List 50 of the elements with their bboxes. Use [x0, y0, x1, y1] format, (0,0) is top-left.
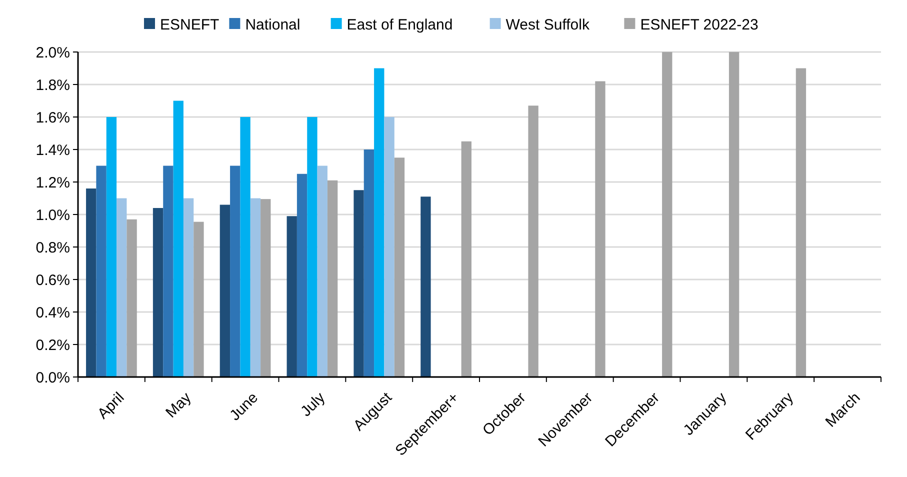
bar	[230, 166, 240, 377]
x-tick-label: May	[162, 388, 195, 422]
y-tick-label: 2.0%	[36, 44, 70, 62]
bar	[163, 166, 174, 377]
bar	[420, 196, 431, 377]
bar	[250, 198, 261, 377]
bar	[96, 166, 106, 377]
bar	[126, 219, 137, 377]
y-tick-label: 0.0%	[36, 369, 70, 386]
bar	[461, 141, 472, 377]
y-tick-label: 0.2%	[36, 336, 70, 354]
bar	[528, 106, 538, 377]
legend-label: East of England	[346, 16, 453, 34]
bar	[317, 166, 328, 377]
y-tick-label: 1.4%	[36, 142, 70, 159]
y-tick-label: 1.8%	[36, 76, 70, 94]
bar	[240, 117, 250, 377]
bar	[307, 117, 318, 377]
y-tick-label: 0.6%	[36, 272, 70, 289]
bar	[86, 188, 96, 377]
bar	[116, 198, 127, 377]
bar	[286, 216, 297, 377]
legend-label: ESNEFT 2022-23	[640, 16, 758, 34]
y-tick-label: 0.8%	[36, 239, 70, 256]
bar	[595, 81, 606, 377]
bar	[394, 158, 405, 377]
legend-label: National	[245, 16, 300, 34]
legend-label: ESNEFT	[160, 16, 220, 34]
y-tick-label: 1.2%	[36, 174, 70, 192]
y-tick-label: 1.6%	[36, 109, 70, 126]
bar	[152, 208, 164, 377]
x-tick-label: July	[298, 388, 329, 420]
bar	[354, 190, 364, 377]
legend-label: West Suffolk	[506, 16, 590, 34]
bar	[173, 100, 184, 377]
bar	[796, 68, 806, 377]
bar	[220, 204, 230, 377]
y-tick-label: 1.0%	[36, 206, 70, 224]
bar	[374, 68, 384, 377]
bar	[662, 52, 672, 377]
bar	[194, 222, 204, 377]
y-tick-label: 0.4%	[36, 304, 70, 322]
bar	[260, 199, 271, 377]
bar	[728, 52, 740, 377]
bar	[106, 117, 117, 377]
bar	[296, 174, 308, 377]
bar	[384, 117, 394, 377]
bar	[364, 150, 374, 377]
bar	[183, 198, 194, 377]
bar	[327, 180, 338, 377]
